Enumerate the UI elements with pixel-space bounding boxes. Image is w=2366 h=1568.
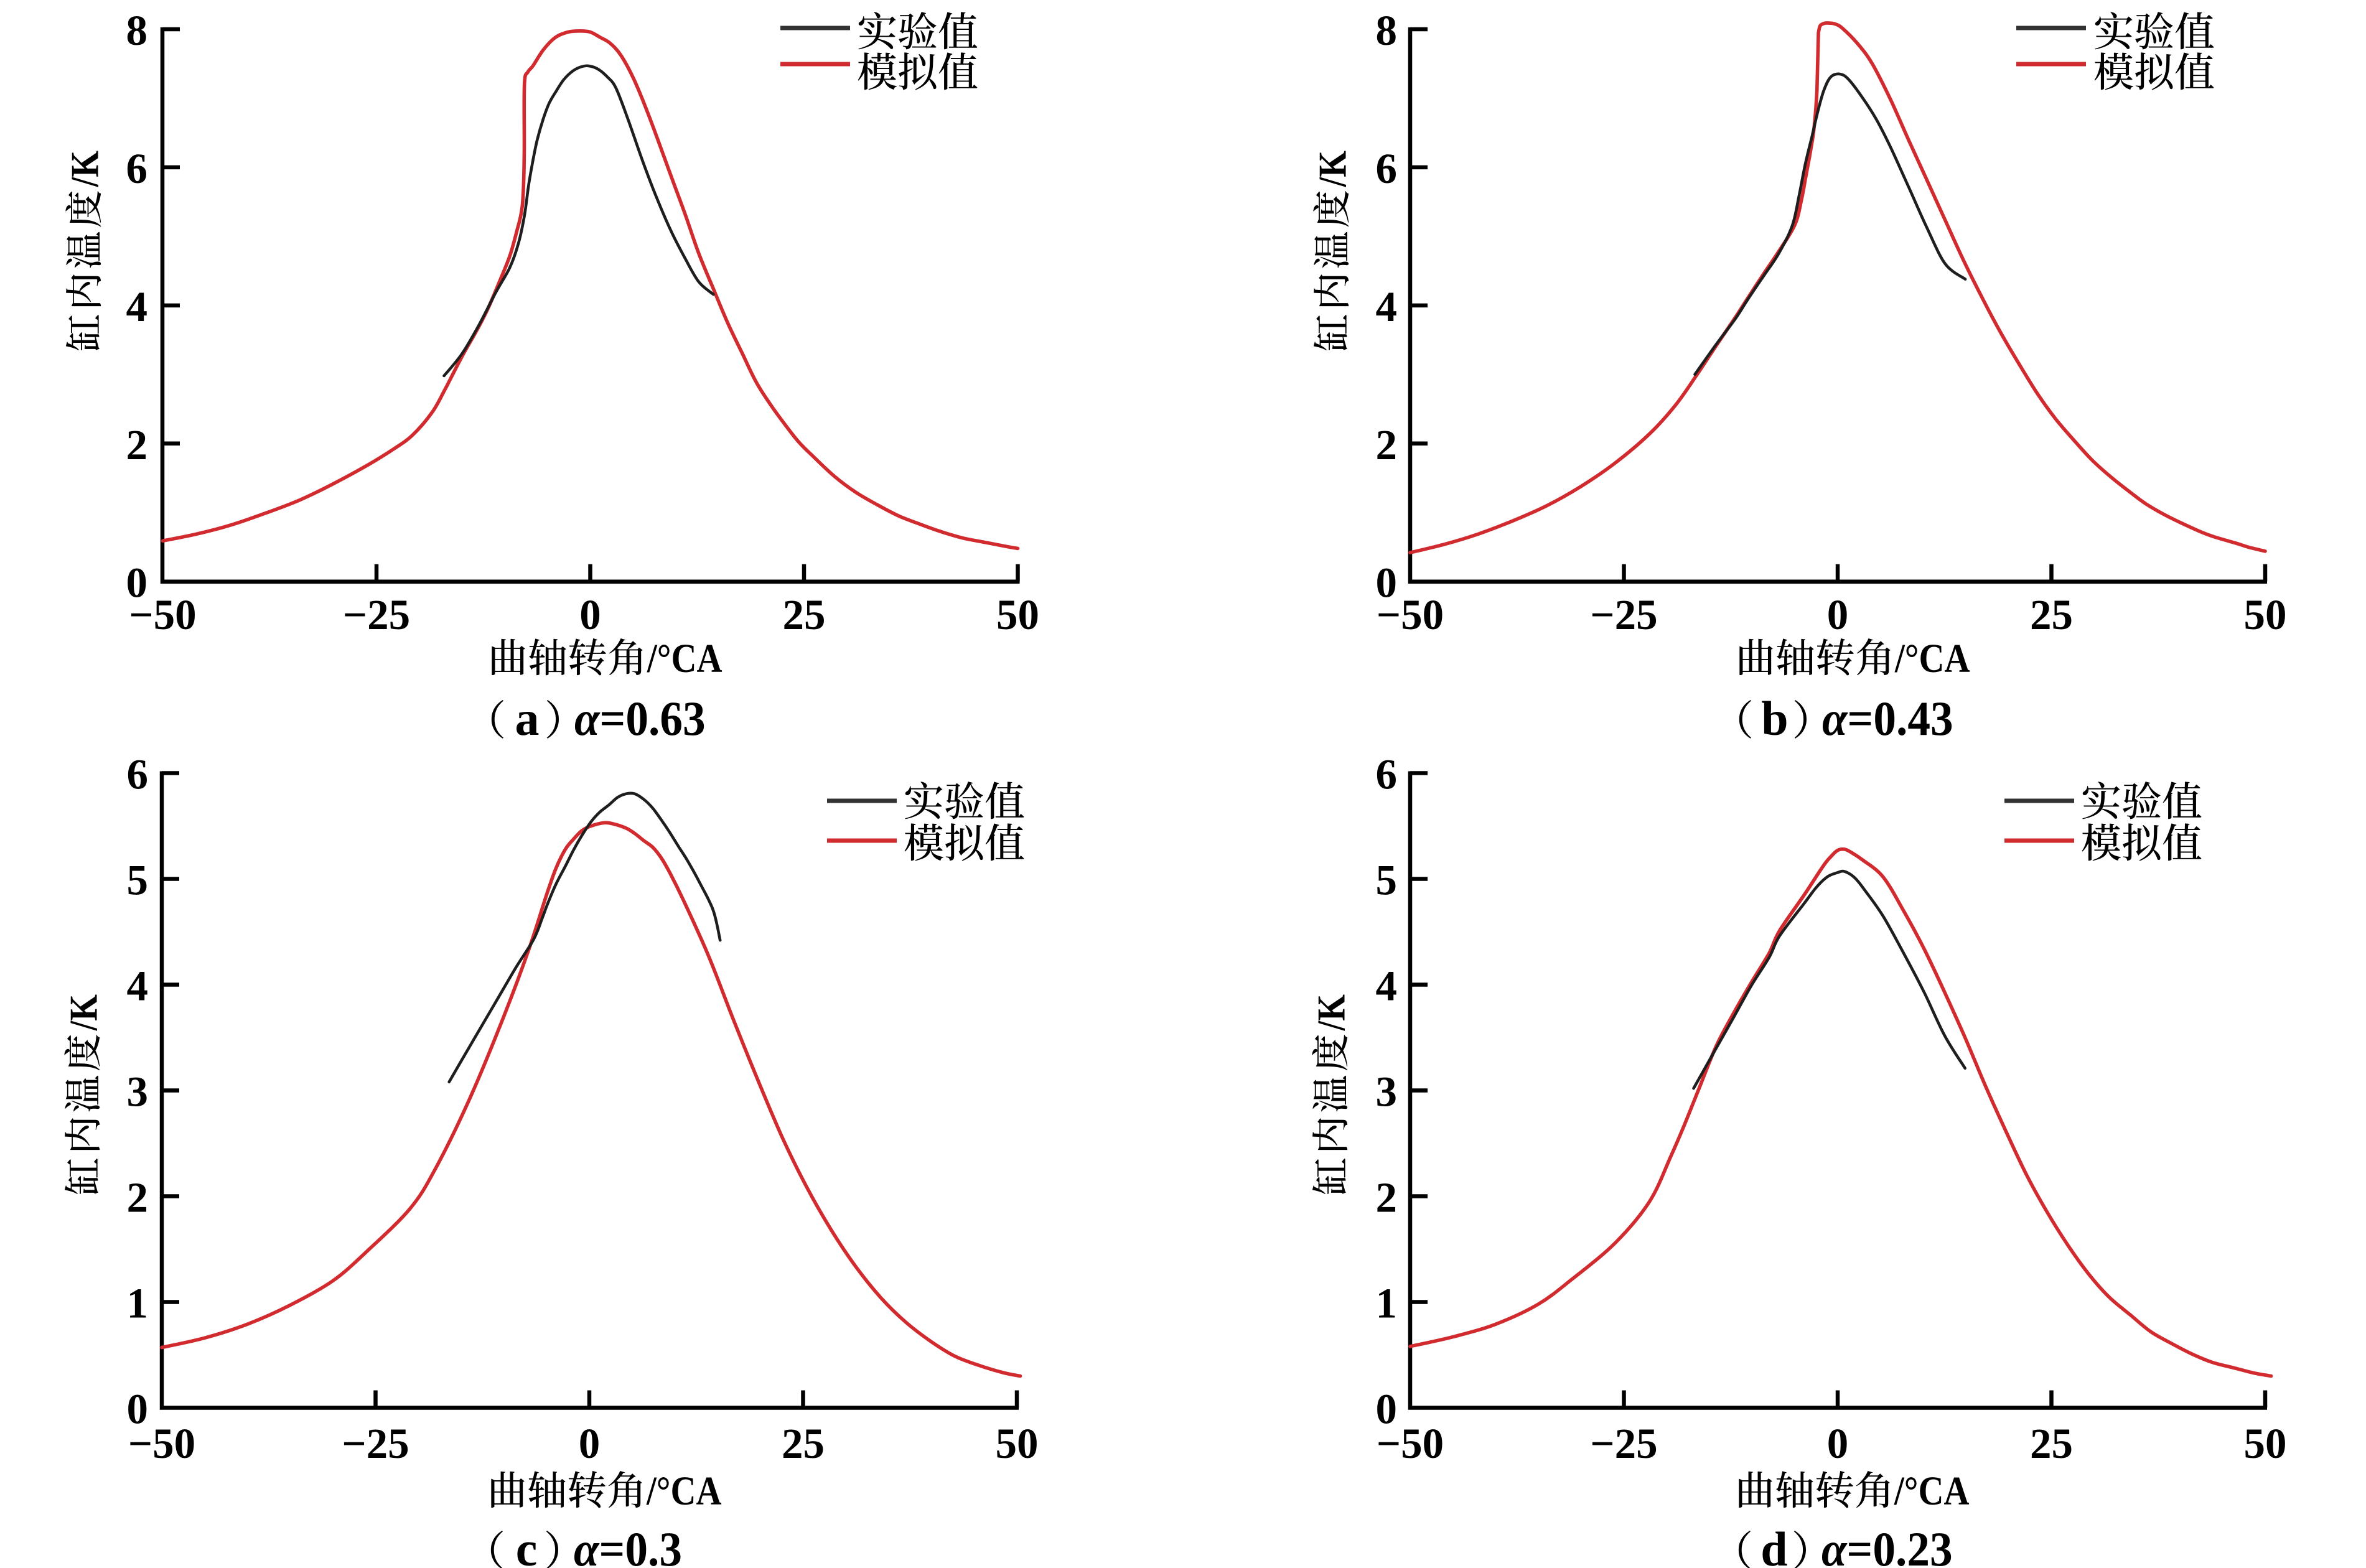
svg-text:4: 4 bbox=[1376, 963, 1398, 1010]
svg-text:1: 1 bbox=[127, 1280, 149, 1327]
svg-text:α=0.23: α=0.23 bbox=[1821, 1523, 1953, 1568]
svg-text:8: 8 bbox=[126, 7, 148, 54]
svg-text:50: 50 bbox=[2244, 591, 2287, 638]
svg-text:c: c bbox=[516, 1522, 538, 1568]
svg-text:0: 0 bbox=[127, 1386, 149, 1433]
svg-text:8: 8 bbox=[1376, 7, 1398, 54]
svg-text:0: 0 bbox=[579, 591, 601, 638]
svg-text:−50: −50 bbox=[128, 1420, 195, 1467]
svg-text:/K: /K bbox=[61, 994, 105, 1031]
svg-text:25: 25 bbox=[782, 1420, 825, 1467]
svg-text:−25: −25 bbox=[342, 1420, 409, 1467]
svg-text:6: 6 bbox=[126, 145, 148, 192]
svg-text:0: 0 bbox=[1827, 591, 1849, 638]
svg-text:α=0.43: α=0.43 bbox=[1822, 693, 1953, 746]
svg-text:2: 2 bbox=[1376, 1174, 1398, 1221]
svg-text:b: b bbox=[1761, 691, 1788, 745]
svg-text:/K: /K bbox=[1309, 994, 1353, 1031]
svg-text:/°CA: /°CA bbox=[1894, 636, 1970, 681]
svg-text:25: 25 bbox=[2030, 1420, 2073, 1467]
svg-text:2: 2 bbox=[126, 421, 148, 469]
svg-text:2: 2 bbox=[127, 1174, 149, 1221]
svg-text:3: 3 bbox=[127, 1068, 149, 1116]
svg-text:6: 6 bbox=[127, 751, 149, 798]
svg-text:−25: −25 bbox=[343, 591, 410, 638]
svg-text:4: 4 bbox=[127, 963, 149, 1010]
svg-text:α=0.3: α=0.3 bbox=[574, 1523, 682, 1568]
svg-text:25: 25 bbox=[2030, 591, 2073, 638]
svg-text:50: 50 bbox=[996, 591, 1039, 638]
svg-text:d: d bbox=[1760, 1522, 1787, 1568]
svg-text:/K: /K bbox=[62, 151, 106, 187]
svg-text:5: 5 bbox=[127, 857, 149, 904]
svg-text:0: 0 bbox=[126, 559, 148, 607]
svg-text:α=0.63: α=0.63 bbox=[574, 693, 706, 746]
svg-text:6: 6 bbox=[1376, 751, 1398, 798]
svg-text:0: 0 bbox=[1376, 559, 1398, 607]
svg-text:25: 25 bbox=[783, 591, 826, 638]
svg-text:/°CA: /°CA bbox=[647, 636, 722, 681]
svg-text:−25: −25 bbox=[1590, 1420, 1657, 1467]
svg-text:5: 5 bbox=[1376, 857, 1398, 904]
svg-text:50: 50 bbox=[996, 1420, 1039, 1467]
svg-text:4: 4 bbox=[126, 283, 148, 330]
svg-text:0: 0 bbox=[579, 1420, 601, 1467]
svg-text:−50: −50 bbox=[1377, 591, 1444, 638]
svg-text:−50: −50 bbox=[129, 591, 196, 638]
svg-text:0: 0 bbox=[1376, 1386, 1398, 1433]
svg-text:/°CA: /°CA bbox=[1894, 1468, 1969, 1514]
svg-text:0: 0 bbox=[1827, 1420, 1849, 1467]
svg-text:−50: −50 bbox=[1377, 1420, 1444, 1467]
svg-text:/°CA: /°CA bbox=[646, 1468, 721, 1514]
svg-text:/K: /K bbox=[1310, 151, 1354, 187]
svg-text:−25: −25 bbox=[1590, 591, 1657, 638]
svg-text:6: 6 bbox=[1376, 145, 1398, 192]
svg-text:50: 50 bbox=[2244, 1420, 2287, 1467]
svg-text:3: 3 bbox=[1376, 1068, 1398, 1116]
svg-text:1: 1 bbox=[1376, 1280, 1398, 1327]
svg-text:2: 2 bbox=[1376, 421, 1398, 469]
svg-text:a: a bbox=[515, 691, 540, 745]
svg-text:4: 4 bbox=[1376, 283, 1398, 330]
